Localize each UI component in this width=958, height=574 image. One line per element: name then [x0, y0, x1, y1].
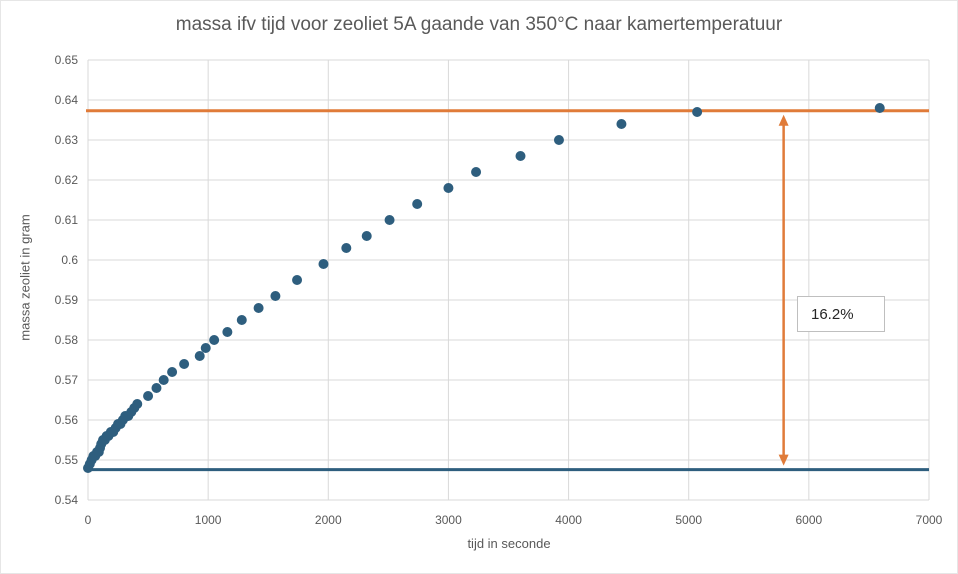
data-point: [222, 327, 233, 337]
data-point: [384, 215, 395, 225]
data-point: [200, 343, 211, 353]
data-point: [132, 399, 143, 409]
data-point: [270, 291, 281, 301]
x-tick-label: 7000: [916, 513, 943, 527]
x-tick-label: 6000: [796, 513, 823, 527]
y-tick-label: 0.57: [55, 373, 79, 387]
y-tick-label: 0.62: [55, 173, 79, 187]
y-tick-label: 0.64: [55, 93, 79, 107]
annotation-label: 16.2%: [797, 296, 885, 332]
x-axis-label: tijd in seconde: [467, 536, 551, 551]
annotation-arrowhead-bottom: [778, 454, 789, 466]
data-point: [692, 107, 703, 117]
data-point: [253, 303, 264, 313]
data-point: [209, 335, 220, 345]
y-tick-label: 0.59: [55, 293, 79, 307]
data-point: [874, 103, 885, 113]
x-tick-label: 5000: [675, 513, 702, 527]
data-point: [151, 383, 162, 393]
x-tick-label: 0: [85, 513, 92, 527]
x-tick-label: 3000: [435, 513, 462, 527]
data-point: [179, 359, 190, 369]
y-tick-label: 0.63: [55, 133, 79, 147]
chart-title: massa ifv tijd voor zeoliet 5A gaande va…: [175, 14, 783, 35]
data-point: [143, 391, 154, 401]
x-tick-label: 1000: [195, 513, 222, 527]
data-point: [236, 315, 247, 325]
y-tick-label: 0.56: [55, 413, 79, 427]
y-tick-label: 0.58: [55, 333, 79, 347]
y-tick-label: 0.61: [55, 213, 79, 227]
data-point: [341, 243, 352, 253]
y-tick-label: 0.6: [61, 253, 78, 267]
y-tick-label: 0.65: [55, 53, 79, 67]
data-point: [361, 231, 372, 241]
data-point: [318, 259, 329, 269]
data-point: [158, 375, 169, 385]
y-tick-label: 0.55: [55, 453, 79, 467]
x-tick-label: 4000: [555, 513, 582, 527]
data-point: [443, 183, 454, 193]
data-point: [616, 119, 627, 129]
data-point: [515, 151, 526, 161]
y-tick-label: 0.54: [55, 493, 79, 507]
data-point: [194, 351, 205, 361]
data-point: [553, 135, 564, 145]
x-tick-label: 2000: [315, 513, 342, 527]
data-point: [167, 367, 178, 377]
data-point: [471, 167, 482, 177]
data-point: [292, 275, 303, 285]
data-point: [412, 199, 423, 209]
annotation-arrowhead-top: [778, 114, 789, 126]
